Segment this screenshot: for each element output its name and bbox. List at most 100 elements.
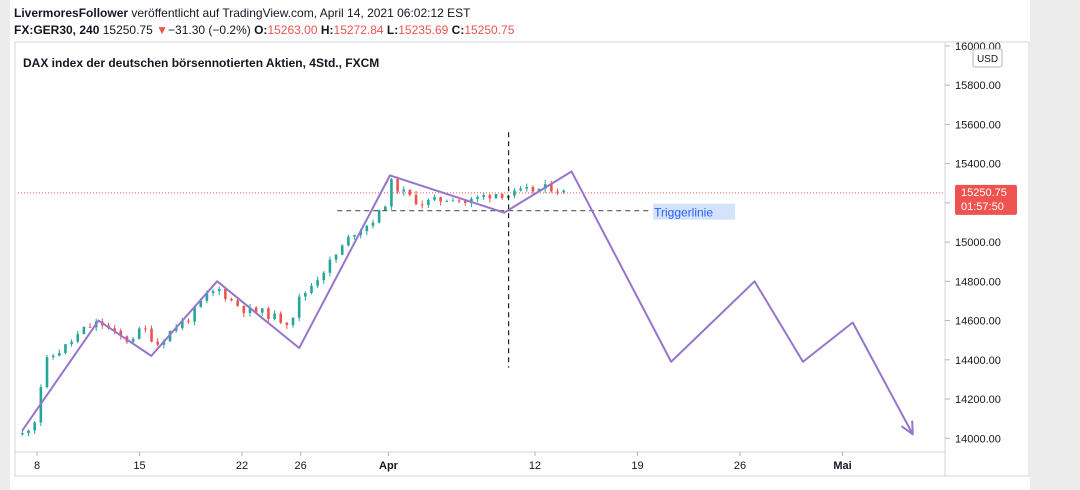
candle-body — [340, 245, 344, 255]
candle-body — [383, 206, 387, 211]
candle-body — [371, 222, 375, 226]
close-label: C: — [451, 23, 465, 37]
candle-body — [414, 194, 418, 205]
candle-body — [494, 193, 498, 199]
candle-body — [316, 280, 319, 286]
candle-body — [187, 320, 190, 322]
price-tick-label: 14800.00 — [955, 276, 1001, 288]
candle-body — [113, 328, 116, 331]
price-badge-box — [955, 184, 1017, 215]
candle-body — [242, 305, 246, 314]
candle-body — [260, 308, 264, 313]
trigger-label-background — [653, 203, 736, 220]
symbol-label: FX:GER30, 240 — [14, 23, 100, 37]
candle-body — [550, 184, 553, 192]
time-tick-label: 22 — [236, 460, 248, 472]
open-label: O: — [254, 23, 268, 37]
candle-body — [396, 179, 399, 192]
current-price-label: 15250.75 — [961, 187, 1007, 199]
candle-body — [64, 344, 67, 353]
candle-body — [537, 188, 541, 192]
price-change: −31.30 (−0.2%) — [168, 23, 251, 37]
candle-body — [322, 272, 326, 281]
candle-body — [365, 225, 369, 232]
candle-body — [402, 189, 406, 192]
candle-body — [174, 328, 178, 331]
high-value: 15272.84 — [333, 23, 384, 37]
candle-body — [304, 292, 307, 297]
candle-body — [297, 296, 301, 318]
projection-arrow-icon — [901, 420, 914, 436]
candle-body — [445, 200, 449, 202]
time-tick-label: Apr — [379, 460, 399, 472]
time-axis[interactable]: 8 15 22 26 Apr 12 19 26 Mai — [34, 452, 852, 472]
candle-body — [488, 195, 492, 199]
currency-label: USD — [977, 54, 998, 65]
candle-body — [451, 200, 455, 202]
candle-body — [420, 204, 424, 206]
currency-badge[interactable]: USD — [972, 48, 1003, 68]
candle-body — [291, 317, 295, 326]
candle-body — [82, 326, 86, 335]
ohlc-info: FX:GER30, 240 15250.75 ▼−31.30 (−0.2%) O… — [14, 23, 514, 37]
published-text: veröffentlicht auf TradingView.com, Apri… — [128, 6, 471, 20]
price-axis[interactable]: 16000.0015800.0015600.0015400.0015200.00… — [945, 41, 1001, 445]
candle-body — [500, 193, 504, 199]
chart-card: LivermoresFollower veröffentlicht auf Tr… — [10, 0, 1030, 490]
candle-body — [476, 196, 479, 199]
open-value: 15263.00 — [267, 23, 318, 37]
candle-body — [150, 328, 153, 342]
candle-body — [88, 326, 92, 328]
candle-body — [57, 352, 61, 356]
trigger-label[interactable]: Triggerlinie — [653, 203, 736, 220]
candle-body — [205, 293, 209, 301]
candle-body — [347, 236, 350, 246]
candle-body — [254, 307, 258, 313]
candle-body — [70, 341, 73, 345]
time-tick-label: 26 — [734, 460, 746, 472]
price-tick-label: 15400.00 — [955, 159, 1001, 171]
pattern-line[interactable] — [21, 170, 914, 435]
candle-body — [76, 334, 80, 342]
candle-body — [531, 186, 535, 192]
candle-body — [433, 197, 436, 200]
countdown-label: 01:57:50 — [961, 201, 1004, 213]
price-chart[interactable]: DAX index der deutschen börsennotierten … — [10, 0, 1030, 490]
candle-body — [279, 313, 283, 323]
candle-body — [328, 259, 332, 273]
candle-body — [525, 186, 529, 189]
candle-body — [273, 313, 276, 319]
price-tick-label: 14000.00 — [955, 433, 1001, 445]
chart-title: DAX index der deutschen börsennotierten … — [23, 56, 379, 70]
candle-body — [334, 254, 338, 260]
high-label: H: — [320, 23, 334, 37]
candle-body — [181, 320, 184, 329]
candle-body — [408, 189, 412, 195]
candle-body — [236, 300, 239, 306]
candle-body — [199, 300, 203, 308]
candle-body — [230, 298, 233, 301]
price-badge: 15250.75 01:57:50 — [955, 184, 1017, 215]
candle-body — [144, 328, 147, 330]
candle-body — [519, 188, 522, 191]
trigger-label-text: Triggerlinie — [654, 206, 713, 220]
price-tick-label: 14400.00 — [955, 355, 1001, 367]
price-tick-label: 15000.00 — [955, 237, 1001, 249]
candle-body — [267, 308, 270, 319]
candle-body — [33, 422, 36, 431]
time-tick-label: 26 — [295, 460, 307, 472]
publish-info: LivermoresFollower veröffentlicht auf Tr… — [14, 6, 470, 20]
candle-body — [45, 357, 49, 388]
price-tick-label: 15600.00 — [955, 119, 1001, 131]
candle-body — [310, 285, 313, 293]
candle-body — [156, 341, 160, 345]
author-name[interactable]: LivermoresFollower — [14, 6, 129, 20]
currency-badge-box — [972, 48, 1003, 68]
candle-body — [353, 235, 356, 237]
candle-body — [457, 200, 461, 202]
price-tick-label: 14600.00 — [955, 316, 1001, 328]
candle-body — [51, 355, 55, 358]
low-label: L: — [386, 23, 399, 37]
price-tick-label: 15800.00 — [955, 80, 1001, 92]
candle-body — [556, 191, 559, 193]
